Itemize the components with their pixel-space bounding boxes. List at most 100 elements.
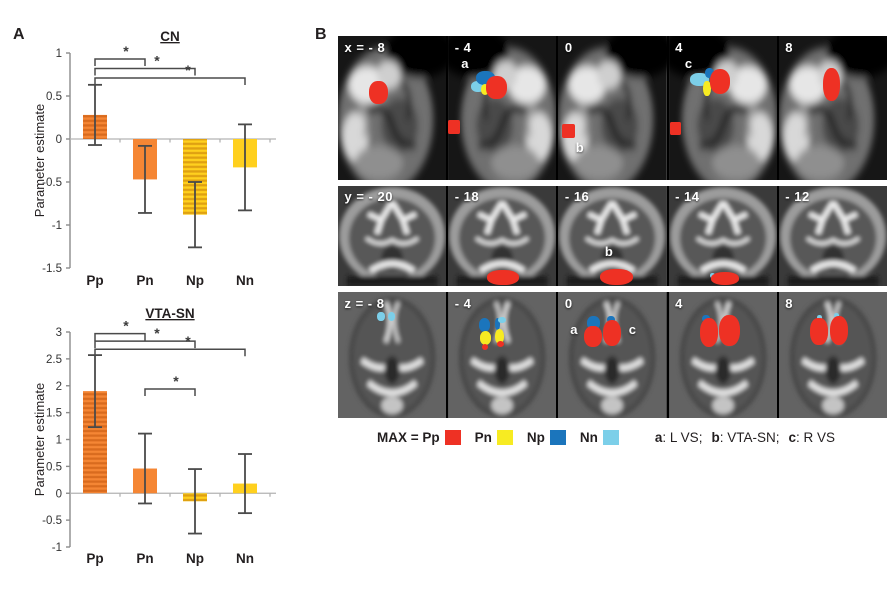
slice-row-axial: z = - 8 - 4 a c 0 4 8 xyxy=(338,292,887,418)
brain-slice-axial--8: z = - 8 xyxy=(338,292,447,418)
region-letter-b: b xyxy=(575,139,584,155)
activation-blob-Pn xyxy=(494,328,505,344)
region-letter-a: a xyxy=(570,322,578,338)
activation-blob-Np xyxy=(478,318,491,333)
activation-blob-Pp xyxy=(584,326,602,348)
slice-coordinate-label: - 16 xyxy=(564,189,590,204)
legend-swatch xyxy=(602,430,619,445)
slice-coordinate-label: 0 xyxy=(564,40,573,56)
brain-mri-texture xyxy=(779,36,887,180)
category-label: Np xyxy=(186,551,204,566)
activation-blob-Pp xyxy=(487,270,519,285)
brain-mri-texture xyxy=(338,36,446,180)
activation-blob-Nn xyxy=(470,80,485,93)
activation-blob-Nn xyxy=(816,314,823,320)
legend-label: Nn xyxy=(579,430,598,445)
brain-slice-sagittal--4: a- 4 xyxy=(448,36,557,180)
activation-blob-Pp xyxy=(823,67,841,101)
region-letter-c: c xyxy=(628,322,636,338)
slice-coordinate-label: x = - 8 xyxy=(344,40,386,56)
brain-slice-sagittal-8: 8 xyxy=(778,36,887,180)
significance-star: * xyxy=(185,62,191,78)
activation-blob-Nn xyxy=(833,313,840,319)
activation-blob-Pp xyxy=(599,269,634,285)
region-letter-a: a xyxy=(461,56,469,72)
brain-mri-texture xyxy=(558,292,666,418)
legend-label: Pn xyxy=(474,430,492,445)
legend-label: MAX = Pp xyxy=(377,430,440,445)
brain-mri-texture xyxy=(779,292,887,418)
brain-mri-texture xyxy=(558,36,666,180)
activation-blob-Pp xyxy=(481,343,489,350)
slice-coordinate-label: 4 xyxy=(675,40,683,56)
activation-blob-Pp xyxy=(719,314,740,347)
activation-blob-Pp xyxy=(496,341,505,348)
activation-blob-Pp xyxy=(710,272,739,285)
y-tick-label: 1.5 xyxy=(46,408,62,420)
significance-star: * xyxy=(123,43,129,59)
activation-blob-Pp xyxy=(669,122,681,136)
brain-mri-texture xyxy=(669,292,777,418)
y-tick-label: 0.5 xyxy=(46,461,62,473)
vta-sn-bar-chart: VTA-SN 3 2.5 2 1.5 1 0.5 0 -0.5 -1 Parameter estim… xyxy=(32,306,276,566)
y-tick-label: 2 xyxy=(56,381,62,393)
legend-item-Pn: Pn xyxy=(475,430,513,445)
category-label: Nn xyxy=(236,273,254,288)
brain-slice-coronal--18: - 18 xyxy=(448,186,557,286)
slice-coordinate-label: - 4 xyxy=(454,40,472,56)
y-tick-label: 3 xyxy=(56,327,62,339)
activation-blob-Pp xyxy=(448,119,461,134)
brain-slice-axial-8: 8 xyxy=(778,292,887,418)
legend-swatch xyxy=(496,430,513,445)
y-tick-label: 1 xyxy=(56,48,62,60)
slice-coordinate-label: - 12 xyxy=(785,189,810,204)
slice-coordinate-label: 8 xyxy=(785,295,794,311)
activation-blob-Np xyxy=(705,67,715,78)
category-label: Nn xyxy=(236,551,254,566)
slice-row-coronal: y = - 20 - 18 b - 16 - 14 - 12 xyxy=(338,186,887,286)
legend-swatch xyxy=(549,430,566,445)
activation-blob-Pp xyxy=(709,69,731,94)
category-label: Pp xyxy=(86,551,103,566)
activation-blob-Pp xyxy=(369,80,388,104)
region-letter-b: b xyxy=(604,244,613,259)
legend-region-key: a: L VS; b: VTA-SN; c: R VS xyxy=(655,430,844,445)
activation-blob-Pp xyxy=(829,315,849,345)
legend-item-Nn: Nn xyxy=(580,430,619,445)
cn-bar-chart: CN 1 0.5 0 -0.5 -1 -1.5 Parameter estimate Pp Pn N… xyxy=(32,29,276,288)
region-key-c: c: R VS xyxy=(788,430,835,445)
slice-coordinate-label: - 14 xyxy=(675,189,700,204)
legend-label: Np xyxy=(526,430,545,445)
region-letter-c: c xyxy=(684,56,693,72)
y-tick-label: -1.5 xyxy=(42,263,62,275)
brain-slice-coronal--12: - 12 xyxy=(778,186,887,286)
brain-slice-axial--4: - 4 xyxy=(448,292,557,418)
activation-blob-Pp xyxy=(486,76,507,100)
y-tick-label: 0 xyxy=(56,134,62,146)
activation-blob-Np xyxy=(607,315,615,324)
slice-coordinate-label: y = - 20 xyxy=(344,189,393,204)
panel-b-label: B xyxy=(315,26,327,43)
slice-coordinate-label: - 4 xyxy=(454,295,472,311)
y-tick-label: -0.5 xyxy=(42,177,62,189)
chart-title: CN xyxy=(160,29,180,44)
y-tick-label: 0 xyxy=(56,488,62,500)
legend-item-Pp: MAX = Pp xyxy=(377,430,461,445)
category-label: Pn xyxy=(136,273,153,288)
activation-blob-Np xyxy=(494,318,501,330)
legend-item-Np: Np xyxy=(527,430,566,445)
activation-blob-Nn xyxy=(387,312,396,321)
significance-star: * xyxy=(154,52,160,68)
region-key-b: b: VTA-SN; xyxy=(711,430,780,445)
slice-coordinate-label: 0 xyxy=(564,295,573,311)
legend-swatch xyxy=(444,430,461,445)
activation-blob-Nn xyxy=(497,317,506,324)
slice-coordinate-label: 4 xyxy=(675,295,683,311)
category-label: Np xyxy=(186,273,204,288)
brain-slice-coronal--16: b - 16 xyxy=(558,186,667,286)
slice-coordinate-label: 8 xyxy=(785,40,794,56)
